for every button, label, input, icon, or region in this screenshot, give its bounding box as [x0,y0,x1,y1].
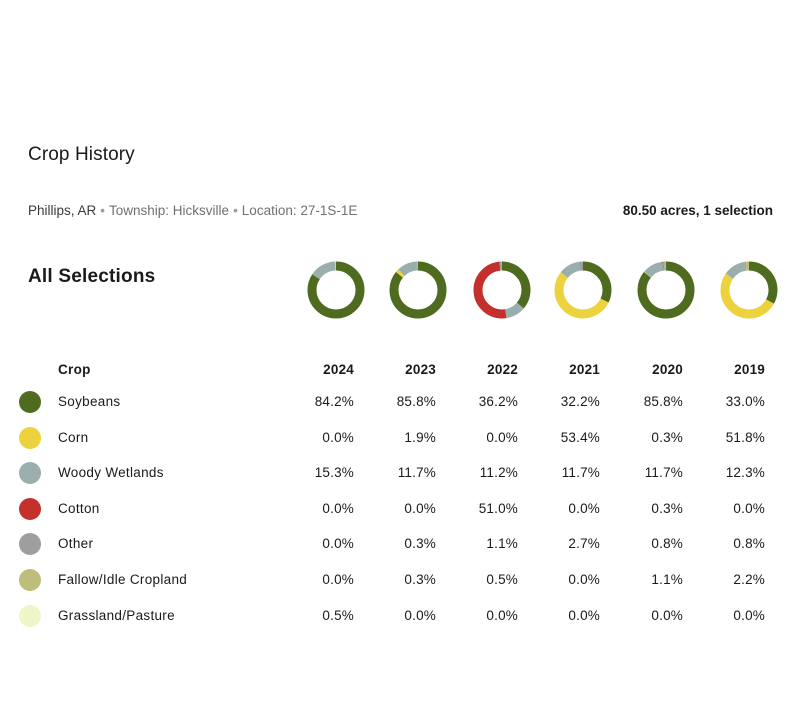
percent-cell: 15.3% [314,465,354,481]
percent-cell: 0.5% [486,571,518,587]
crop-column-header: Crop [58,362,91,377]
crop-name: Cotton [58,500,100,516]
percent-cell: 11.7% [397,465,436,481]
percent-cell: 0.8% [733,536,765,552]
percent-cell: 0.0% [733,500,765,516]
donut-slice [473,261,531,319]
crop-name: Grassland/Pasture [58,607,175,623]
separator: • [100,203,106,218]
percent-cell: 36.2% [478,394,518,409]
donut-chart-2024 [306,260,366,320]
percent-cell: 1.1% [486,536,518,552]
percent-cell: 0.0% [322,429,354,445]
township-label: Township: Hicksville [109,203,230,218]
percent-cell: 0.0% [404,500,436,516]
table-row: Grassland/Pasture 0.5% 0.0% 0.0% 0.0% 0.0% 0.0… [0,600,800,636]
acres-summary: 80.50 acres, 1 selection [622,203,773,218]
crop-name: Woody Wetlands [58,465,164,481]
percent-cell: 0.0% [404,607,436,623]
section-title: All Selections [28,266,156,287]
donut-slice [473,261,531,319]
donut-chart-2019 [719,260,779,320]
table-row: Fallow/Idle Cropland 0.0% 0.3% 0.5% 0.0% 1.1%… [0,564,800,600]
percent-cell: 33.0% [725,394,765,409]
percent-cell: 32.2% [560,394,600,409]
percent-cell: 0.3% [651,500,683,516]
percent-cell: 85.8% [396,394,436,409]
percent-cell: 1.9% [404,429,436,445]
location-line: Phillips, AR • Township: Hicksville • Locati… [28,203,773,218]
separator: • [233,203,238,218]
year-header: 2019 [734,362,765,377]
crop-color-swatch [19,497,41,520]
percent-cell: 2.2% [733,571,765,587]
percent-cell: 11.2% [479,465,518,481]
year-header: 2024 [323,362,354,377]
crop-color-swatch [19,391,41,413]
percent-cell: 12.3% [725,465,765,481]
crop-color-swatch [19,533,41,556]
year-header: 2022 [487,362,518,377]
table-row: Corn 0.0% 1.9% 0.0% 53.4% 0.3% 51.8% [0,422,800,458]
donut-slice [554,261,612,319]
percent-cell: 1.1% [651,571,683,587]
percent-cell: 0.0% [322,571,354,587]
table-header-row: Crop 2024 2023 2022 2021 2020 2019 [0,354,800,386]
percent-cell: 0.5% [322,607,354,623]
percent-cell: 0.0% [486,607,518,623]
location-details: Phillips, AR • Township: Hicksville • Locati… [28,203,357,218]
percent-cell: 51.0% [478,500,518,516]
donut-chart-row [0,260,800,320]
crop-history-table: Crop 2024 2023 2022 2021 2020 2019 Soybeans 84… [0,354,800,635]
donut-slice [720,261,778,319]
table-row: Cotton 0.0% 0.0% 51.0% 0.0% 0.3% 0.0% [0,493,800,529]
percent-cell: 53.4% [560,429,600,445]
donut-slice [389,261,447,319]
county-label: Phillips, AR [28,203,97,218]
year-header: 2023 [405,362,436,377]
donut-slice [554,261,612,319]
donut-slice [307,261,365,319]
percent-cell: 51.8% [725,429,765,445]
crop-color-swatch [19,462,41,485]
page-title: Crop History [28,144,135,165]
donut-chart-2022 [472,260,532,320]
crop-name: Other [58,536,94,552]
percent-cell: 0.0% [322,536,354,552]
percent-cell: 84.2% [314,394,354,409]
crop-color-swatch [19,604,41,627]
percent-cell: 0.0% [568,571,600,587]
table-row: Other 0.0% 0.3% 1.1% 2.7% 0.8% 0.8% [0,528,800,564]
donut-chart-2020 [636,260,696,320]
percent-cell: 0.0% [568,500,600,516]
crop-name: Corn [58,429,89,445]
table-row: Soybeans 84.2% 85.8% 36.2% 32.2% 85.8% 33.0% [0,386,800,422]
crop-color-swatch [19,568,41,591]
location-label: Location: 27-1S-1E [241,203,358,218]
crop-name: Soybeans [58,394,121,409]
donut-chart-2021 [553,260,613,320]
donut-slice [637,261,695,319]
year-header: 2021 [569,362,600,377]
percent-cell: 2.7% [568,536,600,552]
percent-cell: 0.0% [733,607,765,623]
percent-cell: 0.3% [404,536,436,552]
percent-cell: 11.7% [561,465,600,481]
year-header: 2020 [652,362,683,377]
crop-name: Fallow/Idle Cropland [58,571,188,587]
table-row: Woody Wetlands 15.3% 11.7% 11.2% 11.7% 11.7% 1… [0,457,800,493]
percent-cell: 0.0% [322,500,354,516]
percent-cell: 0.8% [651,536,683,552]
percent-cell: 0.0% [568,607,600,623]
donut-slice [720,261,778,319]
donut-chart-2023 [388,260,448,320]
percent-cell: 85.8% [643,394,683,409]
percent-cell: 0.3% [651,429,683,445]
percent-cell: 0.0% [651,607,683,623]
crop-color-swatch [19,426,41,449]
percent-cell: 11.7% [644,465,683,481]
percent-cell: 0.3% [404,571,436,587]
percent-cell: 0.0% [486,429,518,445]
